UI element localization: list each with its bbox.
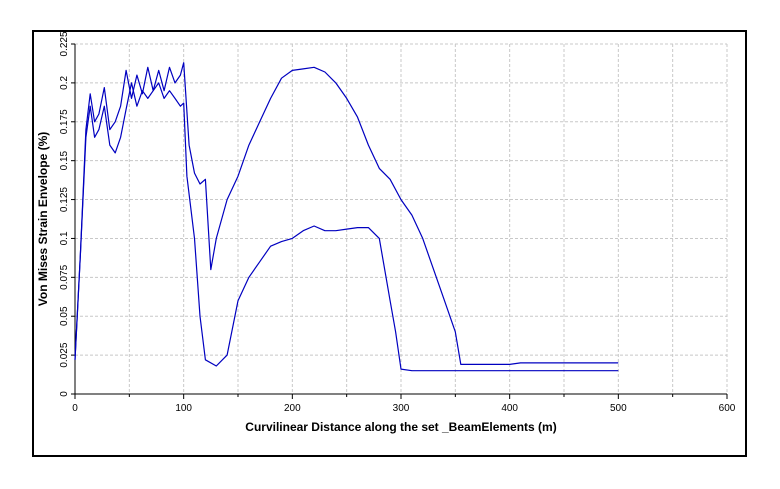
x-tick-label: 300 [393, 403, 410, 414]
x-axis-title: Curvilinear Distance along the set _Beam… [245, 420, 556, 434]
y-tick-label: 0.1 [59, 231, 70, 245]
axes [71, 43, 728, 399]
y-tick-label: 0.05 [59, 306, 70, 326]
x-tick-label: 0 [72, 403, 78, 414]
y-tick-label: 0.2 [59, 76, 70, 90]
x-tick-label: 200 [284, 403, 301, 414]
y-tick-label: 0 [59, 391, 70, 397]
y-tick-label: 0.125 [59, 187, 70, 212]
y-tick-labels: 0 0.025 0.05 0.075 0.1 0.125 0.15 0.175 0.2 0.225 [59, 31, 70, 397]
series-line-2 [74, 82, 619, 372]
series-line-1 [74, 62, 619, 365]
y-axis-title: Von Mises Strain Envelope (%) [36, 132, 50, 306]
x-tick-label: 100 [175, 403, 192, 414]
y-tick-label: 0.175 [59, 109, 70, 134]
x-tick-label: 400 [501, 403, 518, 414]
y-tick-label: 0.075 [59, 264, 70, 289]
x-tick-label: 600 [719, 403, 736, 414]
y-tick-label: 0.15 [59, 150, 70, 170]
x-tick-labels: 0 100 200 300 400 500 600 [72, 403, 736, 414]
x-tick-label: 500 [610, 403, 627, 414]
y-tick-label: 0.225 [59, 31, 70, 56]
y-tick-label: 0.025 [59, 342, 70, 367]
series-lines [74, 62, 619, 372]
